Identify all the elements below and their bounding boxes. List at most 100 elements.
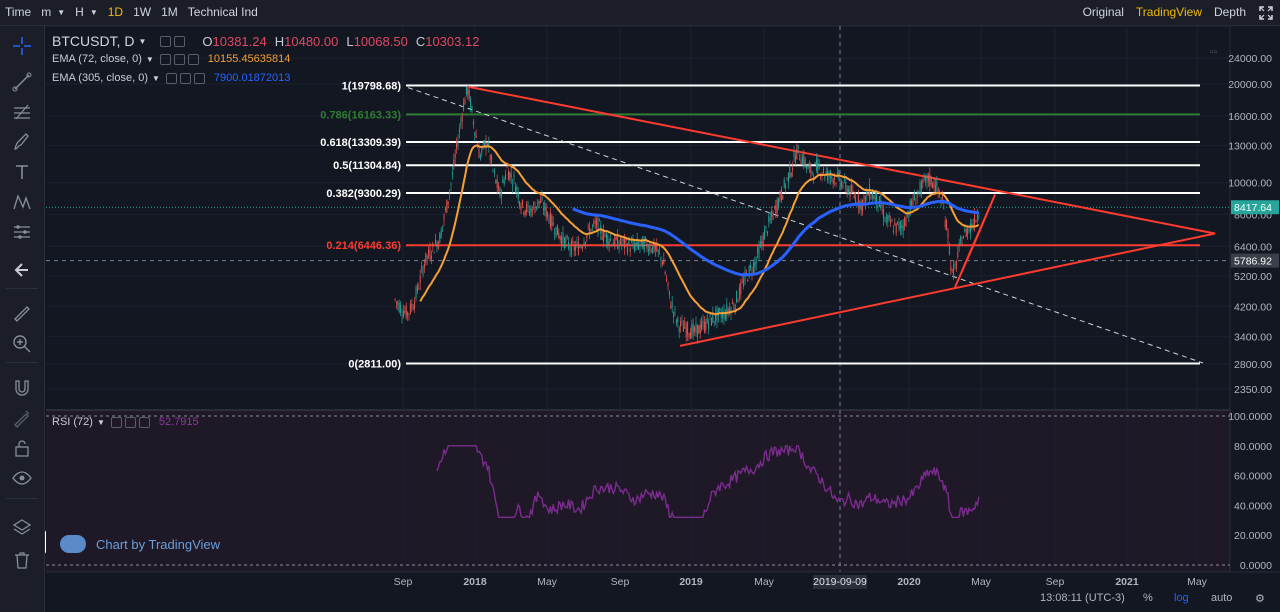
prediction-icon[interactable]: [10, 220, 34, 244]
candle-body: [485, 139, 487, 149]
auto-scale-button[interactable]: auto: [1211, 592, 1233, 604]
pattern-icon[interactable]: [10, 190, 34, 214]
candle-body: [758, 246, 760, 259]
tradingview-watermark[interactable]: Chart by TradingView: [60, 535, 220, 553]
candle-body: [869, 183, 871, 200]
eye-icon[interactable]: [10, 466, 34, 490]
time-tick-label: May: [754, 576, 775, 588]
candle-body: [649, 245, 651, 251]
ema305-settings-icons[interactable]: [165, 72, 208, 84]
candle-body: [397, 302, 399, 305]
hour-select-label: H: [75, 5, 84, 19]
candle-body: [856, 203, 858, 205]
candle-body: [730, 307, 732, 315]
ema72-value: 10155.45635814: [207, 53, 291, 65]
trend-line-icon[interactable]: [10, 70, 34, 94]
stay-drawing-icon[interactable]: [10, 406, 34, 430]
ema72-settings-icons[interactable]: [159, 53, 202, 65]
symbol-settings-icons[interactable]: [160, 35, 188, 47]
candle-body: [425, 252, 427, 264]
candle-body: [780, 188, 782, 201]
ema305-name[interactable]: EMA (305, close, 0): [52, 72, 148, 84]
candle-body: [817, 159, 819, 174]
candle-body: [512, 184, 514, 186]
candle-body: [577, 242, 579, 255]
candle-body: [842, 185, 844, 187]
candle-body: [531, 208, 533, 216]
percent-scale-button[interactable]: %: [1143, 592, 1153, 604]
hour-select[interactable]: H ▼: [70, 0, 103, 25]
candle-body: [906, 212, 908, 215]
ema72-name[interactable]: EMA (72, close, 0): [52, 53, 142, 65]
technical-indicators-button[interactable]: Technical Ind: [187, 5, 258, 19]
candle-body: [941, 196, 943, 201]
zoom-in-icon[interactable]: [10, 332, 34, 356]
candle-body: [790, 173, 792, 177]
rsi-name[interactable]: RSI (72): [52, 416, 93, 428]
candle-body: [572, 241, 574, 243]
candle-body: [769, 218, 771, 220]
candle-body: [685, 327, 687, 338]
price-tick-label: 2350.00: [1234, 384, 1272, 396]
candle-body: [565, 238, 567, 243]
back-arrow-icon[interactable]: [10, 258, 34, 282]
measure-icon[interactable]: [10, 302, 34, 326]
candle-body: [922, 179, 924, 183]
time-tick-label: Sep: [394, 576, 413, 588]
candle-body: [740, 282, 742, 295]
candle-body: [932, 183, 934, 189]
candle-body: [792, 167, 794, 171]
candle-body: [537, 199, 539, 206]
time-axis: Sep 2018 May Sep 2019 May 2019-09-09 2020 May Sep…: [46, 571, 1280, 590]
candle-body: [458, 128, 460, 133]
candle-body: [470, 98, 472, 109]
price-axis: 24000.00 20000.00 16000.00 13000.00 10000.00…: [1210, 47, 1279, 572]
lock-icon[interactable]: [10, 436, 34, 460]
interval-1d-button[interactable]: 1D: [107, 5, 124, 19]
time-tick-label: 2021: [1115, 576, 1139, 588]
candle-body: [661, 261, 663, 265]
candle-body: [527, 203, 529, 208]
layers-icon[interactable]: [10, 516, 34, 540]
candle-body: [598, 219, 600, 222]
candle-body: [813, 176, 815, 178]
magnet-icon[interactable]: [10, 376, 34, 400]
candle-body: [766, 231, 768, 235]
clock-display: 13:08:11 (UTC-3): [1040, 592, 1125, 604]
log-scale-button[interactable]: log: [1174, 592, 1189, 604]
time-button[interactable]: Time: [5, 5, 32, 19]
candle-body: [464, 98, 466, 105]
symbol-label[interactable]: BTCUSDT, D: [52, 33, 135, 49]
candle-body: [579, 246, 581, 248]
original-view-button[interactable]: Original: [1082, 5, 1124, 19]
fullscreen-icon[interactable]: [1252, 0, 1280, 25]
minute-select[interactable]: m ▼: [36, 0, 70, 25]
candle-body: [398, 303, 400, 312]
text-tool-icon[interactable]: [10, 160, 34, 184]
interval-1w-button[interactable]: 1W: [133, 5, 152, 19]
brush-icon[interactable]: [10, 130, 34, 154]
candle-body: [542, 208, 544, 211]
interval-1m-button[interactable]: 1M: [161, 5, 178, 19]
tradingview-view-button[interactable]: TradingView: [1135, 5, 1202, 19]
candle-body: [710, 318, 712, 326]
fib-tool-icon[interactable]: [10, 100, 34, 124]
trash-icon[interactable]: [10, 548, 34, 572]
candle-body: [720, 314, 722, 318]
candle-body: [450, 183, 452, 185]
candle-body: [652, 245, 654, 253]
gear-icon[interactable]: ⚙: [1255, 593, 1265, 605]
rsi-legend: RSI (72) ▼ 52.7915: [52, 416, 199, 428]
rsi-settings-icons[interactable]: [110, 416, 153, 428]
crosshair-icon[interactable]: [10, 34, 34, 58]
candle-body: [716, 308, 718, 322]
depth-view-button[interactable]: Depth: [1213, 5, 1246, 19]
candle-body: [722, 311, 724, 318]
candle-body: [447, 201, 449, 205]
candle-body: [883, 208, 885, 220]
candle-body: [674, 308, 676, 311]
candle-body: [717, 307, 719, 317]
scroll-handle[interactable]: [45, 530, 50, 554]
candle-body: [874, 195, 876, 202]
